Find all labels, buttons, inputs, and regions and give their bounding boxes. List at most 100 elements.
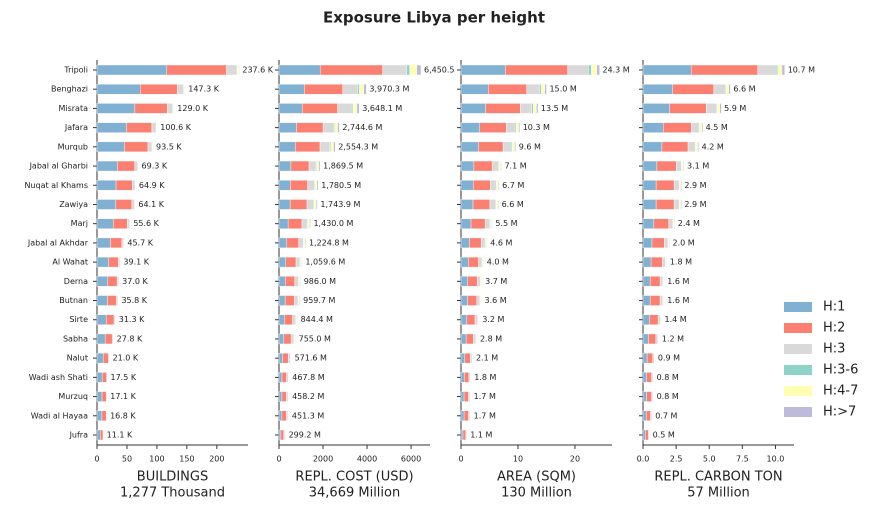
total-label: 3,648.1 M: [362, 104, 402, 113]
bar-segment: [299, 276, 301, 287]
bar-segment: [657, 314, 661, 325]
bar-segment: [682, 160, 685, 172]
y-tick-label: Jafara: [64, 123, 88, 132]
bar-segment: [96, 237, 111, 249]
total-label: 5.5 M: [495, 219, 517, 228]
y-tick-label: Misrata: [58, 104, 88, 113]
bar-segment: [301, 256, 303, 268]
x-tick-label: 200: [209, 455, 224, 464]
bar-segment: [96, 314, 107, 325]
bar-segment: [649, 295, 661, 306]
bar-segment: [642, 160, 658, 172]
bar-segment: [655, 333, 659, 345]
bar-segment: [669, 103, 707, 114]
legend-label: H:1: [823, 300, 845, 315]
bar-segment: [497, 199, 499, 210]
total-label: 467.8 M: [292, 373, 324, 382]
bar-segment: [474, 314, 478, 325]
bar-segment: [101, 391, 107, 402]
bar-segment: [287, 352, 291, 364]
bar-segment: [278, 352, 283, 364]
bar-segment: [713, 84, 726, 95]
bar-segment: [477, 276, 481, 287]
total-label: 3.6 M: [485, 296, 507, 305]
total-label: 1.8 M: [474, 373, 496, 382]
total-label: 6.7 M: [502, 181, 524, 190]
y-tick-label: Murzuq: [58, 392, 88, 401]
legend-swatch: [784, 365, 812, 375]
bar-segment: [500, 160, 502, 172]
total-label: 39.1 K: [123, 258, 149, 267]
bar-segment: [463, 410, 469, 421]
bar-segment: [290, 180, 308, 191]
bar-segment: [296, 314, 298, 325]
bar-segment: [498, 180, 500, 191]
total-label: 237.6 K: [242, 66, 273, 75]
y-tick-label: Jufra: [69, 431, 89, 440]
bar-segment: [672, 84, 714, 95]
bar-segment: [406, 64, 410, 76]
total-label: 1,059.6 M: [305, 258, 345, 267]
x-tick-label: 10.0: [767, 455, 785, 464]
total-label: 1.7 M: [474, 392, 496, 401]
bar-segment: [642, 314, 650, 325]
bar-segment: [591, 64, 597, 76]
bar-segment: [96, 391, 103, 402]
bar-segment: [286, 372, 289, 383]
total-label: 5.9 M: [724, 104, 746, 113]
bar-segment: [363, 84, 367, 95]
x-tick-label: 2000: [313, 455, 333, 464]
total-label: 1.4 M: [665, 315, 687, 324]
bar-segment: [687, 141, 696, 153]
bar-segment: [290, 333, 295, 345]
bar-segment: [655, 180, 675, 191]
bar-segment: [460, 295, 468, 306]
bar-segment: [113, 218, 128, 229]
bar-segment: [460, 84, 489, 95]
bar-segment: [480, 237, 486, 249]
bar-segment: [642, 256, 652, 268]
bar-segment: [691, 64, 759, 76]
total-label: 10.7 M: [788, 66, 815, 75]
bar-segment: [237, 64, 239, 76]
bar-segment: [464, 372, 470, 383]
bar-segment: [645, 410, 651, 421]
bar-segment: [318, 160, 321, 172]
bar-segment: [536, 103, 539, 114]
bar-segment: [337, 122, 340, 133]
total-label: 2,744.6 M: [342, 123, 382, 132]
total-label: 2,554.3 M: [338, 142, 378, 151]
bar-segment: [296, 122, 324, 133]
total-label: 1.7 M: [474, 411, 496, 420]
bar-segment: [468, 410, 471, 421]
total-label: 1.6 M: [667, 296, 689, 305]
bar-segment: [476, 295, 481, 306]
bar-segment: [334, 122, 338, 133]
bar-segment: [278, 199, 291, 210]
bar-segment: [102, 352, 109, 364]
total-label: 6,450.5: [424, 66, 455, 75]
bar-segment: [286, 391, 289, 402]
bar-segment: [460, 180, 474, 191]
bar-segment: [278, 391, 283, 402]
bar-segment: [531, 103, 534, 114]
total-label: 3.2 M: [482, 315, 504, 324]
total-label: 2.9 M: [684, 200, 706, 209]
x-tick-label: 4000: [357, 455, 377, 464]
bar-segment: [460, 276, 468, 287]
total-label: 0.9 M: [658, 354, 680, 363]
bar-segment: [680, 199, 682, 210]
total-label: 0.5 M: [653, 431, 675, 440]
bar-segment: [491, 218, 493, 229]
total-label: 1,224.8 M: [309, 238, 349, 247]
bar-segment: [699, 122, 702, 133]
bar-segment: [650, 256, 663, 268]
bar-segment: [278, 276, 286, 287]
bar-segment: [286, 237, 299, 249]
bar-segment: [278, 372, 283, 383]
legend-swatch: [784, 407, 812, 417]
bar-segment: [333, 141, 336, 153]
y-tick-label: Jabal al Akhdar: [27, 238, 89, 247]
bar-segment: [666, 256, 668, 268]
total-label: 24.3 M: [602, 66, 629, 75]
